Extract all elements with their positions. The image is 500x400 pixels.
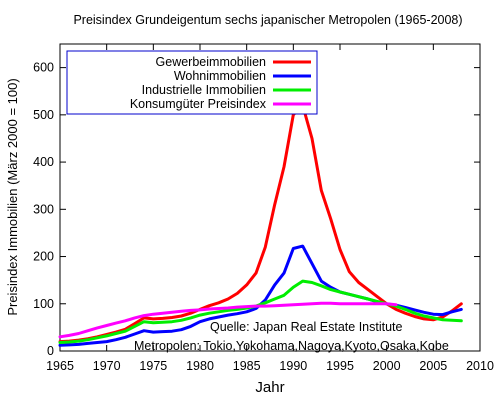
x-axis: 1965 1970 1975 1980 1985 1990 1995 2000 2005 2010	[46, 44, 494, 373]
series-lines	[58, 103, 463, 347]
x-tick-label: 1970	[93, 359, 121, 373]
x-tick-label: 2010	[466, 359, 494, 373]
legend-label-3: Konsumgüter Preisindex	[130, 97, 267, 111]
x-axis-label: Jahr	[255, 379, 284, 396]
cities-annotation: Metropolen: Tokio,Yokohama,Nagoya,Kyoto,…	[134, 339, 449, 353]
chart-title: Preisindex Grundeigentum sechs japanisch…	[73, 13, 462, 27]
x-tick-label: 1975	[139, 359, 167, 373]
source-annotation: Quelle: Japan Real Estate Institute	[210, 320, 403, 334]
y-axis-label: Preisindex Immobilien (März 2000 = 100)	[5, 78, 20, 315]
x-tick-label: 2005	[419, 359, 447, 373]
legend-label-2: Industrielle Immobilien	[142, 83, 266, 97]
x-tick-label: 1985	[233, 359, 261, 373]
y-tick-label: 500	[33, 108, 54, 122]
y-tick-label: 600	[33, 61, 54, 75]
y-axis: 0 100 200 300 400 500 600	[33, 61, 480, 358]
legend: GewerbeimmobilienWohnimmobilienIndustrie…	[66, 50, 318, 115]
y-tick-label: 300	[33, 202, 54, 216]
x-tick-label: 1965	[46, 359, 74, 373]
x-tick-label: 1990	[279, 359, 307, 373]
plot-frame	[59, 43, 481, 352]
x-tick-label: 1980	[186, 359, 214, 373]
y-tick-label: 200	[33, 250, 54, 264]
x-tick-label: 1995	[326, 359, 354, 373]
y-tick-label: 100	[33, 297, 54, 311]
y-tick-label: 0	[47, 344, 54, 358]
legend-label-1: Wohnimmobilien	[174, 69, 266, 83]
y-tick-label: 400	[33, 155, 54, 169]
series-line-3	[58, 301, 398, 339]
x-tick-label: 2000	[373, 359, 401, 373]
legend-label-0: Gewerbeimmobilien	[156, 55, 267, 69]
series-line-0	[58, 103, 463, 344]
